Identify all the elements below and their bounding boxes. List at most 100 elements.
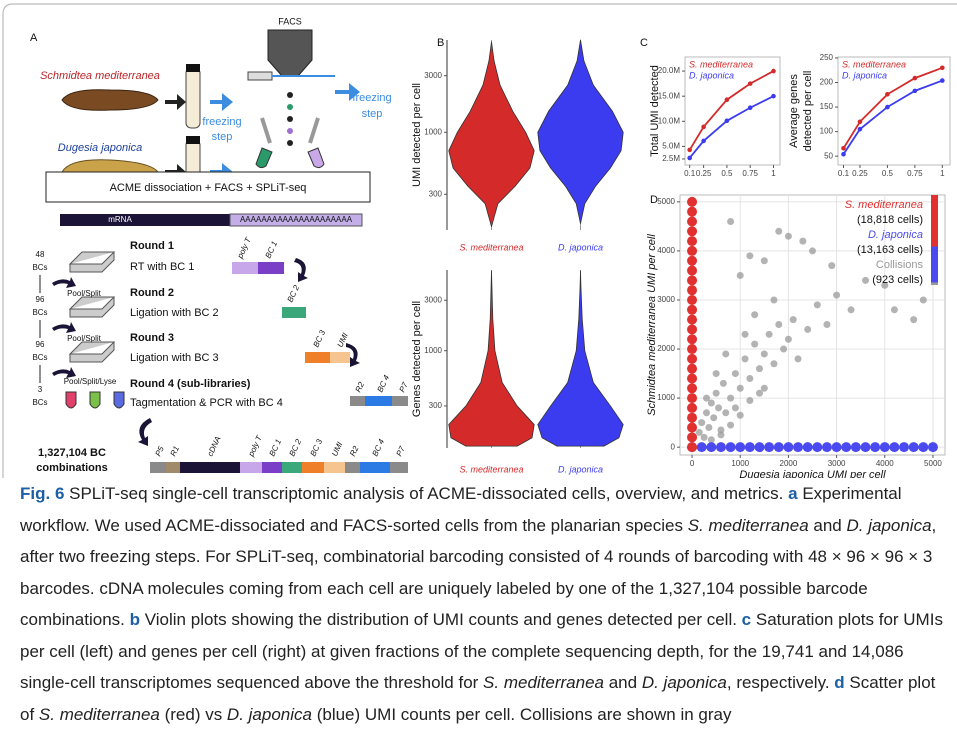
y-tick-label: 300 <box>429 401 443 410</box>
point <box>687 236 697 246</box>
legend-count: (923 cells) <box>872 274 923 286</box>
caption-text: c <box>742 610 751 629</box>
point <box>706 442 716 452</box>
point <box>770 360 777 367</box>
round-title: Round 3 <box>130 332 174 344</box>
point <box>732 404 739 411</box>
legend-bar <box>931 282 938 285</box>
y-tick-label: 5.0M <box>662 142 680 151</box>
construct-label: R2 <box>348 444 361 458</box>
point <box>737 272 744 279</box>
point <box>725 97 730 102</box>
x-tick-label: 2000 <box>780 459 798 468</box>
point <box>909 442 919 452</box>
tube-cap <box>186 64 200 72</box>
point <box>687 442 697 452</box>
point <box>940 78 945 83</box>
point <box>858 127 863 132</box>
point <box>687 285 697 295</box>
droplet <box>287 104 293 110</box>
round-text: Ligation with BC 3 <box>130 352 219 364</box>
point <box>756 365 763 372</box>
point <box>737 412 744 419</box>
point <box>748 81 753 86</box>
point <box>823 321 830 328</box>
x-tick-label: 1 <box>771 169 776 178</box>
caption-text: a <box>788 484 797 503</box>
x-tick-label: D. japonica <box>558 242 603 252</box>
construct-label: cDNA <box>206 435 223 458</box>
point <box>885 92 890 97</box>
point <box>780 346 787 353</box>
freezing-label: step <box>212 131 233 143</box>
bc-count: 3 <box>38 385 43 394</box>
legend-label: D. japonica <box>689 70 734 80</box>
droplet <box>287 92 293 98</box>
x-tick-label: 0.5 <box>882 169 894 178</box>
pool-label: Pool/Split <box>67 289 102 298</box>
panel-label: A <box>30 32 38 44</box>
point <box>751 311 758 318</box>
point <box>710 414 717 421</box>
point <box>828 262 835 269</box>
point <box>764 442 774 452</box>
legend-label: D. japonica <box>868 229 923 241</box>
point <box>774 442 784 452</box>
species-label: Dugesia japonica <box>58 142 142 154</box>
seq-block <box>324 462 345 473</box>
point <box>703 409 710 416</box>
method-label: ACME dissociation + FACS + SPLiT-seq <box>110 182 307 194</box>
mrna-bar <box>60 214 230 226</box>
point <box>848 306 855 313</box>
bc-unit: BCs <box>32 263 47 272</box>
construct-label: BC 3 <box>309 437 325 457</box>
point <box>889 442 899 452</box>
seq-block <box>360 462 390 473</box>
x-tick-label: 0.25 <box>696 169 712 178</box>
point <box>727 218 734 225</box>
tag-label: BC 1 <box>264 240 280 260</box>
bc-count: 48 <box>36 250 45 259</box>
point <box>761 257 768 264</box>
y-axis-label: UMI detected per cell <box>411 83 423 187</box>
point <box>687 403 697 413</box>
x-tick-label: 0.25 <box>852 169 868 178</box>
point <box>720 380 727 387</box>
point <box>862 277 869 284</box>
x-axis-label: Dugesia japonica UMI per cell <box>739 469 886 478</box>
x-tick-label: 0.75 <box>742 169 758 178</box>
y-axis-label: Schmidtea mediterranea UMI per cell <box>646 234 658 416</box>
y-tick-label: 3000 <box>657 295 675 304</box>
y-tick-label: 4000 <box>657 246 675 255</box>
construct-label: P7 <box>395 445 408 458</box>
point <box>715 404 722 411</box>
arrow <box>210 93 233 111</box>
y-tick-label: 50 <box>824 151 833 160</box>
point <box>727 422 734 429</box>
curve-arrow <box>294 258 308 282</box>
plate <box>70 297 114 317</box>
point <box>745 442 755 452</box>
legend-bar <box>931 195 938 246</box>
droplet <box>287 128 293 134</box>
point <box>799 238 806 245</box>
caption-text: S. mediterranea <box>39 705 160 724</box>
freezing-label: freezing <box>352 92 391 104</box>
round-title: Round 4 (sub-libraries) <box>130 378 251 390</box>
y-tick-label: 300 <box>429 189 443 198</box>
caption-text: Fig. 6 <box>20 484 64 503</box>
legend-label: Collisions <box>876 259 924 271</box>
y-axis-label: Genes detected per cell <box>411 301 423 417</box>
arrow <box>165 94 186 110</box>
seq-block <box>262 462 282 473</box>
point <box>809 247 816 254</box>
point <box>687 324 697 334</box>
seq-block <box>305 352 330 363</box>
point <box>751 341 758 348</box>
point <box>766 331 773 338</box>
point <box>703 395 710 402</box>
y-tick-label: 2.5M <box>662 154 680 163</box>
construct-label: BC 2 <box>288 437 304 457</box>
point <box>851 442 861 452</box>
point <box>687 305 697 315</box>
